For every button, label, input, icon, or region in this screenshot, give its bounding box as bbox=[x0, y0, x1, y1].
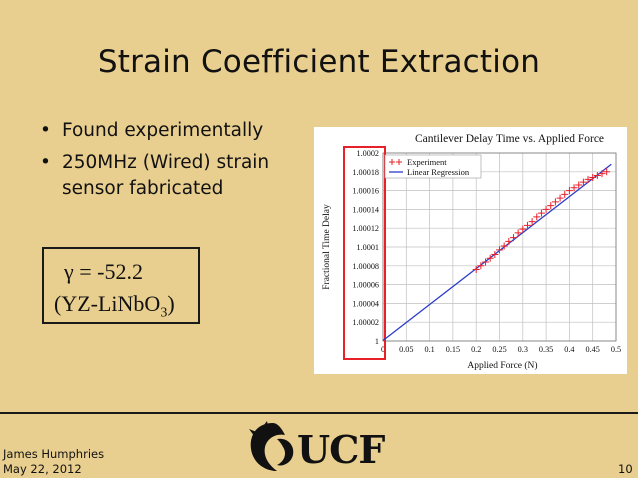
bullet-item: • 250MHz (Wired) strain sensor fabricate… bbox=[38, 150, 308, 202]
y-tick-label: 1.00014 bbox=[352, 205, 379, 214]
slide-title: Strain Coefficient Extraction bbox=[97, 44, 541, 80]
experiment-point bbox=[565, 187, 573, 195]
material-subscript: 3 bbox=[160, 305, 168, 321]
bullet-text: Found experimentally bbox=[62, 120, 264, 141]
experiment-point bbox=[528, 218, 536, 226]
experiment-point bbox=[519, 225, 527, 233]
y-axis-label: Fractional Time Delay bbox=[322, 204, 332, 290]
experiment-point bbox=[500, 242, 508, 250]
experiment-point bbox=[533, 213, 541, 221]
x-tick-label: 0.05 bbox=[399, 345, 413, 354]
regression-line bbox=[382, 163, 612, 342]
experiment-point bbox=[509, 234, 517, 242]
experiment-point bbox=[584, 175, 592, 183]
y-axis-highlight-box bbox=[343, 146, 386, 360]
chart-container: Cantilever Delay Time vs. Applied Force 0… bbox=[314, 127, 627, 374]
experiment-point bbox=[570, 184, 578, 192]
x-tick-label: 0 bbox=[381, 345, 385, 354]
experiment-point bbox=[472, 266, 480, 274]
footer-divider bbox=[0, 412, 638, 414]
experiment-point bbox=[598, 170, 606, 178]
experiment-point bbox=[505, 237, 513, 245]
page-number: 10 bbox=[618, 462, 633, 476]
x-tick-label: 0.4 bbox=[564, 345, 574, 354]
experiment-point bbox=[556, 194, 564, 202]
ucf-logo: UCF bbox=[247, 419, 397, 475]
experiment-point bbox=[486, 254, 494, 262]
x-tick-label: 0.15 bbox=[446, 345, 460, 354]
legend-regression-label: Linear Regression bbox=[407, 167, 470, 177]
material-suffix: ) bbox=[167, 291, 175, 316]
experiment-point bbox=[491, 251, 499, 259]
legend-experiment-marker bbox=[389, 159, 395, 165]
legend-experiment-marker bbox=[396, 159, 402, 165]
experiment-point bbox=[542, 205, 550, 213]
chart-svg: Cantilever Delay Time vs. Applied Force 0… bbox=[322, 133, 621, 371]
experiment-point bbox=[482, 258, 490, 266]
experiment-point bbox=[551, 198, 559, 206]
x-tick-label: 0.3 bbox=[518, 345, 528, 354]
x-tick-label: 0.2 bbox=[471, 345, 481, 354]
bullet-dot-icon: • bbox=[40, 152, 51, 173]
y-tick-label: 1.0002 bbox=[356, 149, 379, 158]
experiment-point bbox=[593, 172, 601, 180]
x-tick-label: 0.35 bbox=[539, 345, 553, 354]
experiment-point bbox=[477, 262, 485, 270]
gamma-value: γ = -52.2 bbox=[64, 259, 143, 284]
material-prefix: (YZ-LiNbO bbox=[54, 291, 161, 316]
legend-box bbox=[384, 154, 482, 179]
logo-text: UCF bbox=[297, 427, 385, 472]
experiment-point bbox=[561, 190, 569, 198]
experiment-point bbox=[579, 178, 587, 186]
experiment-point bbox=[523, 221, 531, 229]
bullet-item: • Found experimentally bbox=[38, 118, 308, 144]
y-tick-label: 1.00012 bbox=[352, 224, 379, 233]
experiment-point bbox=[603, 168, 611, 176]
x-tick-label: 0.5 bbox=[611, 345, 621, 354]
y-tick-label: 1 bbox=[375, 337, 379, 346]
y-tick-label: 1.00004 bbox=[352, 299, 379, 308]
experiment-point bbox=[589, 173, 597, 181]
x-tick-label: 0.25 bbox=[492, 345, 506, 354]
x-tick-label: 0.1 bbox=[424, 345, 434, 354]
y-tick-label: 1.00016 bbox=[352, 187, 379, 196]
experiment-point bbox=[537, 209, 545, 217]
y-tick-label: 1.00008 bbox=[352, 262, 379, 271]
experiment-point bbox=[547, 202, 555, 210]
bullet-dot-icon: • bbox=[40, 120, 51, 141]
footer-date: May 22, 2012 bbox=[3, 462, 82, 476]
chart-title: Cantilever Delay Time vs. Applied Force bbox=[415, 133, 604, 145]
bullet-text: 250MHz (Wired) strain sensor fabricated bbox=[62, 152, 270, 199]
y-tick-label: 1.00002 bbox=[352, 318, 379, 327]
bullet-list: • Found experimentally • 250MHz (Wired) … bbox=[38, 118, 308, 208]
legend-experiment-label: Experiment bbox=[407, 157, 447, 167]
experiment-point bbox=[496, 246, 503, 254]
y-tick-label: 1.00018 bbox=[352, 168, 379, 177]
x-tick-label: 0.45 bbox=[586, 345, 600, 354]
gamma-material: (YZ-LiNbO3) bbox=[54, 291, 175, 321]
experiment-point bbox=[575, 181, 583, 189]
y-tick-label: 1.00006 bbox=[352, 281, 379, 290]
y-tick-label: 1.0001 bbox=[356, 243, 379, 252]
pegasus-logo-icon bbox=[249, 421, 294, 471]
footer-author: James Humphries bbox=[3, 447, 105, 461]
experiment-point bbox=[514, 229, 522, 237]
gamma-box: γ = -52.2 (YZ-LiNbO3) bbox=[42, 247, 200, 324]
plot-frame bbox=[382, 152, 617, 342]
x-axis-label: Applied Force (N) bbox=[467, 360, 537, 371]
